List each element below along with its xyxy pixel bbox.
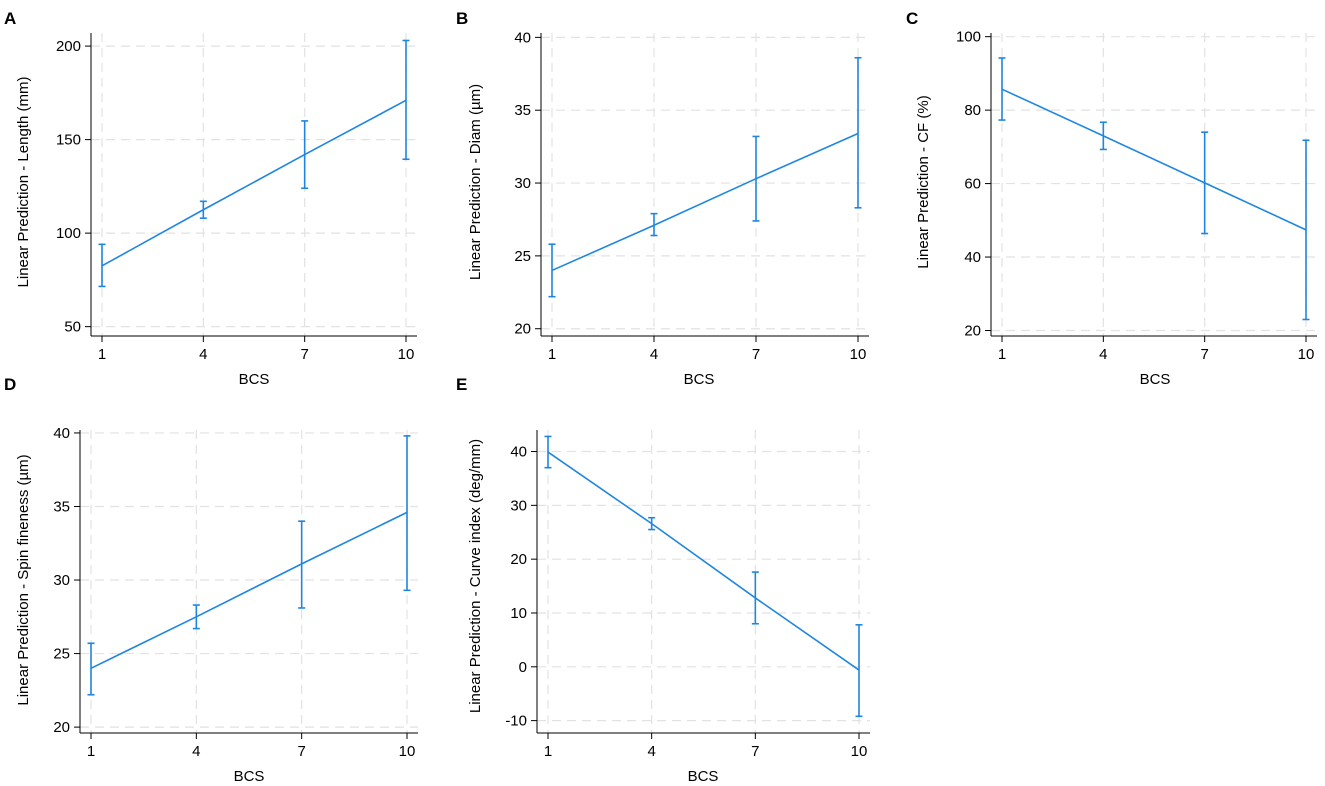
prediction-line	[101, 99, 407, 267]
error-bar	[298, 520, 306, 609]
y-tick-label: 0	[519, 659, 527, 676]
x-tick-label: 7	[752, 346, 760, 363]
panel-a: A Linear Prediction - Length (mm) BCS 50…	[4, 9, 417, 388]
error-bar	[192, 604, 200, 630]
x-tick-label: 7	[300, 346, 308, 363]
y-tick-label: 10	[510, 605, 527, 622]
y-tick-label: 150	[56, 132, 81, 149]
panel-letter-c: C	[906, 9, 918, 28]
y-axis-title-d: Linear Prediction - Spin fineness (µm)	[15, 454, 32, 705]
prediction-line	[551, 132, 859, 272]
x-axis-title-c: BCS	[1140, 371, 1171, 388]
error-bar	[751, 571, 759, 625]
panel-b: B Linear Prediction - Diam (µm) BCS 20 25…	[456, 9, 869, 388]
error-bar	[98, 243, 106, 288]
x-tick-label: 10	[399, 743, 416, 760]
prediction-line	[1001, 88, 1307, 231]
y-tick-label: 30	[53, 572, 70, 589]
error-bar	[87, 642, 95, 696]
y-tick-label: 40	[53, 425, 70, 442]
x-axis-title-a: BCS	[239, 371, 270, 388]
panel-letter-e: E	[456, 375, 467, 394]
y-tick-label: 100	[56, 225, 81, 242]
y-tick-label: 60	[964, 176, 981, 193]
x-tick-label: 4	[650, 346, 658, 363]
error-bar	[1201, 131, 1209, 235]
x-tick-label: 1	[544, 743, 552, 760]
x-tick-label: 4	[192, 743, 200, 760]
prediction-line	[90, 511, 408, 670]
x-axis-title-e: BCS	[688, 768, 719, 785]
y-tick-label: 20	[510, 551, 527, 568]
panel-d: D Linear Prediction - Spin fineness (µm)…	[4, 375, 418, 785]
x-axis-title-b: BCS	[684, 371, 715, 388]
grid-a	[91, 33, 417, 336]
y-tick-label: 25	[514, 248, 531, 265]
y-tick-label: 20	[964, 322, 981, 339]
y-tick-label: 30	[510, 497, 527, 514]
y-tick-label: 40	[514, 29, 531, 46]
y-tick-label: 30	[514, 175, 531, 192]
grid-d	[80, 430, 418, 733]
x-tick-label: 10	[850, 346, 867, 363]
x-tick-label: 1	[87, 743, 95, 760]
error-bar	[1302, 139, 1310, 321]
y-tick-label: 200	[56, 38, 81, 55]
error-bar	[854, 56, 862, 209]
y-tick-label: 20	[514, 321, 531, 338]
x-tick-label: 1	[998, 346, 1006, 363]
error-bar	[301, 120, 309, 190]
y-tick-label: 35	[514, 102, 531, 119]
y-tick-label: 50	[64, 319, 81, 336]
y-tick-label: 20	[53, 719, 70, 736]
y-tick-label: 25	[53, 646, 70, 663]
error-bar	[752, 135, 760, 222]
x-tick-label: 7	[751, 743, 759, 760]
y-tick-label: -10	[505, 713, 527, 730]
grid-c	[991, 33, 1317, 336]
error-bar	[650, 212, 658, 237]
error-bar	[548, 243, 556, 298]
error-bar	[199, 200, 207, 219]
x-tick-label: 10	[398, 346, 415, 363]
x-tick-label: 10	[851, 743, 868, 760]
error-bar	[403, 435, 411, 592]
error-bar	[998, 57, 1006, 121]
y-tick-label: 80	[964, 102, 981, 119]
x-tick-label: 7	[297, 743, 305, 760]
y-axis-title-c: Linear Prediction - CF (%)	[915, 95, 932, 268]
panel-c: C Linear Prediction - CF (%) BCS 20 40 60 8…	[906, 9, 1317, 388]
panel-e: E Linear Prediction - Curve index (deg/m…	[456, 375, 870, 785]
grid-b	[541, 33, 869, 336]
x-tick-label: 4	[199, 346, 207, 363]
x-tick-label: 4	[647, 743, 655, 760]
x-tick-label: 10	[1298, 346, 1315, 363]
panel-letter-a: A	[4, 9, 16, 28]
error-bar	[544, 435, 552, 469]
error-bar	[648, 516, 656, 531]
y-tick-label: 35	[53, 498, 70, 515]
y-tick-label: 40	[510, 444, 527, 461]
x-tick-label: 1	[98, 346, 106, 363]
x-tick-label: 4	[1099, 346, 1107, 363]
error-bar	[855, 624, 863, 718]
x-tick-label: 1	[548, 346, 556, 363]
error-bar	[402, 39, 410, 161]
y-axis-title-a: Linear Prediction - Length (mm)	[15, 77, 32, 288]
y-axis-title-e: Linear Prediction - Curve index (deg/mm)	[467, 439, 484, 713]
x-tick-label: 7	[1200, 346, 1208, 363]
y-axis-title-b: Linear Prediction - Diam (µm)	[467, 84, 484, 280]
panel-letter-b: B	[456, 9, 468, 28]
panel-letter-d: D	[4, 375, 16, 394]
prediction-line	[547, 451, 860, 671]
y-tick-label: 40	[964, 249, 981, 266]
x-axis-title-d: BCS	[234, 768, 265, 785]
error-bar	[1099, 121, 1107, 151]
grid-e	[537, 430, 870, 733]
y-tick-label: 100	[956, 29, 981, 46]
